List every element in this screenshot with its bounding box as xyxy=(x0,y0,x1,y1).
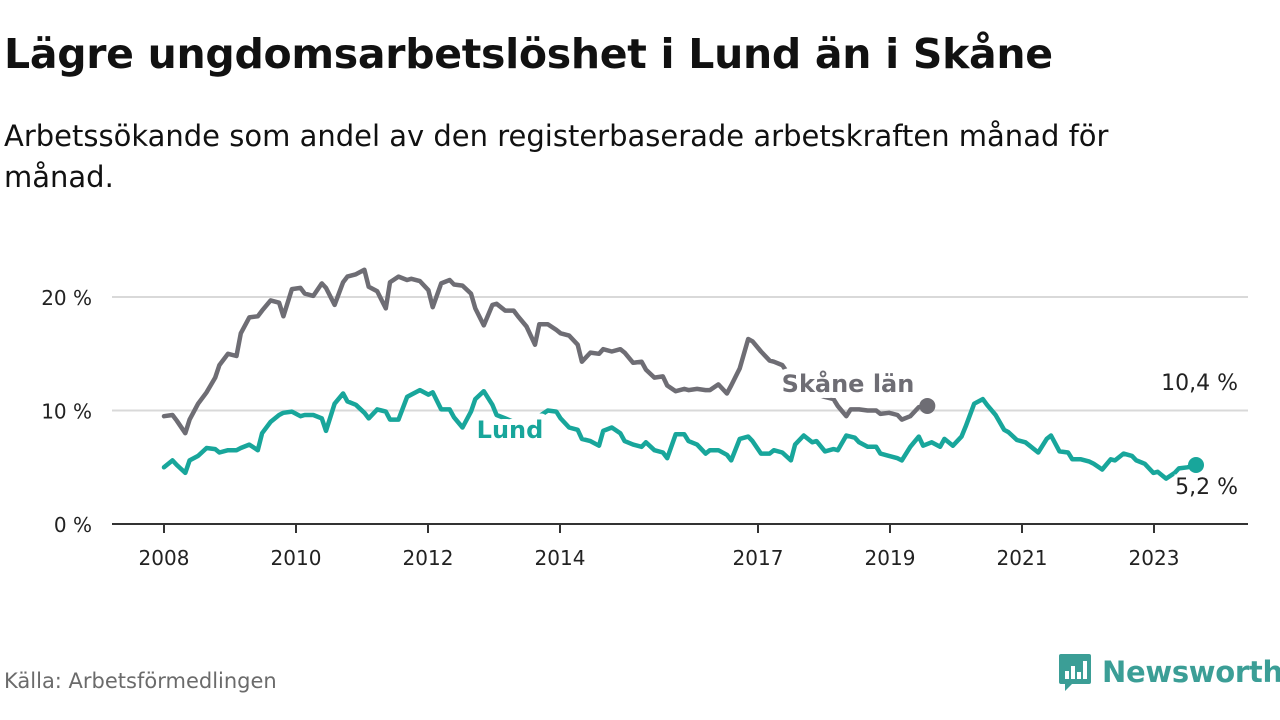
series-name-label: Skåne län xyxy=(782,369,915,398)
y-axis-ticks: 0 % 10 % 20 % xyxy=(41,286,92,537)
series-labels: 10,4 % 5,2 % Skåne län Lund xyxy=(471,363,1241,503)
series-end-point xyxy=(1188,456,1204,473)
x-tick-label: 2019 xyxy=(865,546,916,570)
source-note: Källa: Arbetsförmedlingen xyxy=(4,669,277,693)
series-end-label: 5,2 % xyxy=(1175,475,1238,500)
series-end-label: 10,4 % xyxy=(1161,371,1238,396)
series-end-point xyxy=(919,397,936,414)
chart-subtitle: Arbetssökande som andel av den registerb… xyxy=(4,119,1109,194)
series-lines xyxy=(161,267,1204,481)
x-tick-label: 2021 xyxy=(997,546,1048,570)
chart-title: Lägre ungdomsarbetslöshet i Lund än i Sk… xyxy=(4,30,1053,78)
y-tick-label: 20 % xyxy=(41,286,92,310)
series-line-skane xyxy=(161,267,930,436)
x-tick-label: 2023 xyxy=(1129,546,1180,570)
x-tick-label: 2017 xyxy=(733,546,784,570)
x-axis-ticks: 2008 2010 2012 2014 2017 2019 2021 2023 xyxy=(139,524,1180,570)
series-name-label: Lund xyxy=(477,416,544,444)
series-line-lund xyxy=(161,387,1199,481)
gridlines xyxy=(112,296,1248,412)
x-tick-label: 2012 xyxy=(403,546,454,570)
y-tick-label: 0 % xyxy=(54,513,92,537)
brand-logo: Newsworthy xyxy=(1058,652,1280,692)
x-tick-label: 2014 xyxy=(535,546,586,570)
y-tick-label: 10 % xyxy=(41,400,92,424)
newsworthy-logo-icon xyxy=(1059,654,1091,691)
x-tick-label: 2010 xyxy=(271,546,322,570)
brand-name: Newsworthy xyxy=(1102,655,1280,689)
x-tick-label: 2008 xyxy=(139,546,190,570)
